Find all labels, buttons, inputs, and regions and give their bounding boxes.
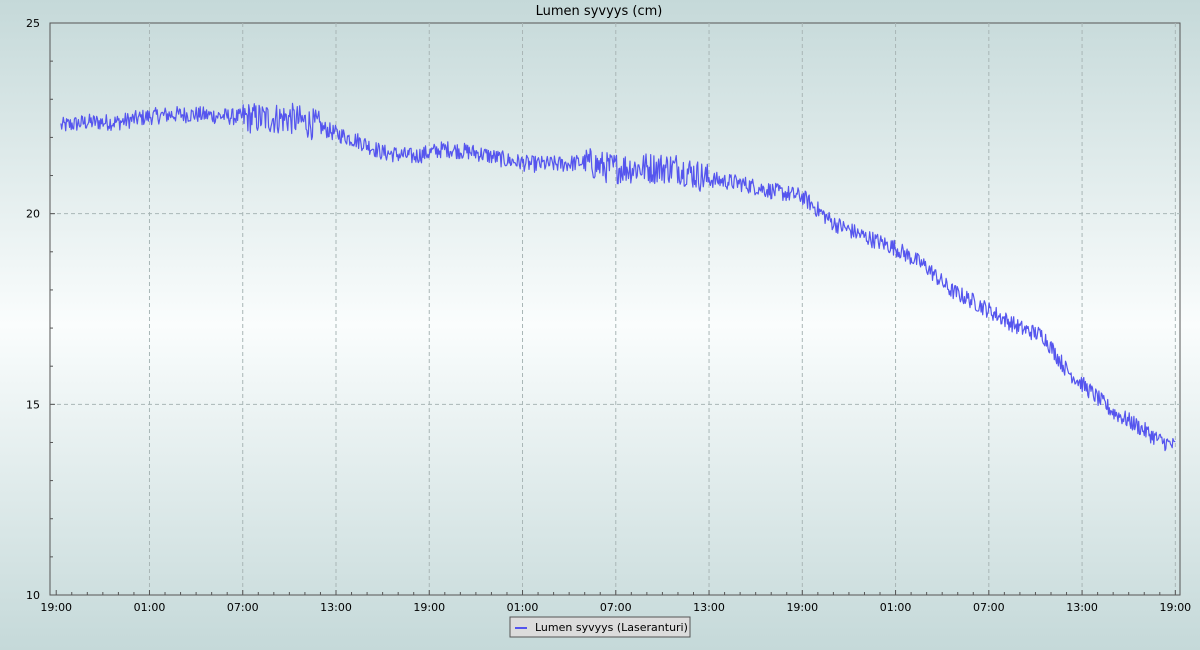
x-tick-label: 01:00	[134, 601, 166, 614]
x-tick-label: 07:00	[600, 601, 632, 614]
x-tick-label: 07:00	[973, 601, 1005, 614]
plot-area	[49, 22, 1181, 596]
series-line	[60, 102, 1176, 452]
y-tick-label: 10	[26, 589, 40, 602]
x-tick-label: 19:00	[413, 601, 445, 614]
x-tick-label: 01:00	[880, 601, 912, 614]
legend-box	[509, 616, 691, 638]
x-tick-label: 19:00	[786, 601, 818, 614]
legend[interactable]: Lumen syvyys (Laseranturi)	[509, 616, 691, 638]
x-tick-label: 13:00	[1066, 601, 1098, 614]
y-tick-label: 20	[26, 208, 40, 221]
x-tick-label: 01:00	[507, 601, 539, 614]
x-tick-label: 07:00	[227, 601, 259, 614]
x-axis: 19:00 01:00 07:00 13:00 19:00 01:00 07:00 13:00…	[40, 590, 1191, 614]
grid	[50, 23, 1180, 595]
x-tick-label: 19:00	[40, 601, 72, 614]
chart-title: Lumen syvyys (cm)	[536, 4, 663, 19]
x-tick-label: 13:00	[693, 601, 725, 614]
legend-label: Lumen syvyys (Laseranturi)	[535, 621, 688, 634]
x-tick-label: 13:00	[320, 601, 352, 614]
y-tick-label: 25	[26, 17, 40, 30]
x-tick-label: 19:00	[1159, 601, 1191, 614]
y-tick-label: 15	[26, 398, 40, 411]
y-axis: 10 15 20 25	[26, 17, 55, 602]
